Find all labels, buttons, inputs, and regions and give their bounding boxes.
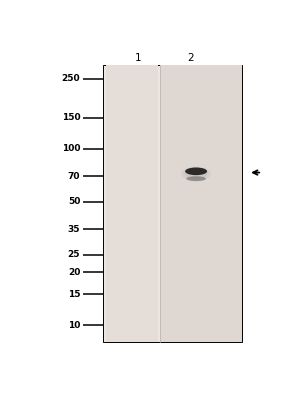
Ellipse shape xyxy=(181,167,211,181)
Text: 150: 150 xyxy=(62,114,80,122)
Text: 1: 1 xyxy=(135,53,141,63)
Bar xyxy=(103,65,242,342)
Text: 100: 100 xyxy=(62,144,80,154)
Text: 70: 70 xyxy=(68,172,80,181)
Bar xyxy=(106,65,158,342)
Ellipse shape xyxy=(185,168,207,175)
Text: 25: 25 xyxy=(68,250,80,260)
Text: 2: 2 xyxy=(187,53,194,63)
Text: 50: 50 xyxy=(68,198,80,206)
Ellipse shape xyxy=(186,176,206,181)
Text: 10: 10 xyxy=(68,320,80,330)
Text: 15: 15 xyxy=(68,290,80,298)
Text: 35: 35 xyxy=(68,225,80,234)
Bar xyxy=(160,65,242,342)
Text: 20: 20 xyxy=(68,268,80,276)
Text: 250: 250 xyxy=(62,74,80,83)
Ellipse shape xyxy=(184,168,208,179)
